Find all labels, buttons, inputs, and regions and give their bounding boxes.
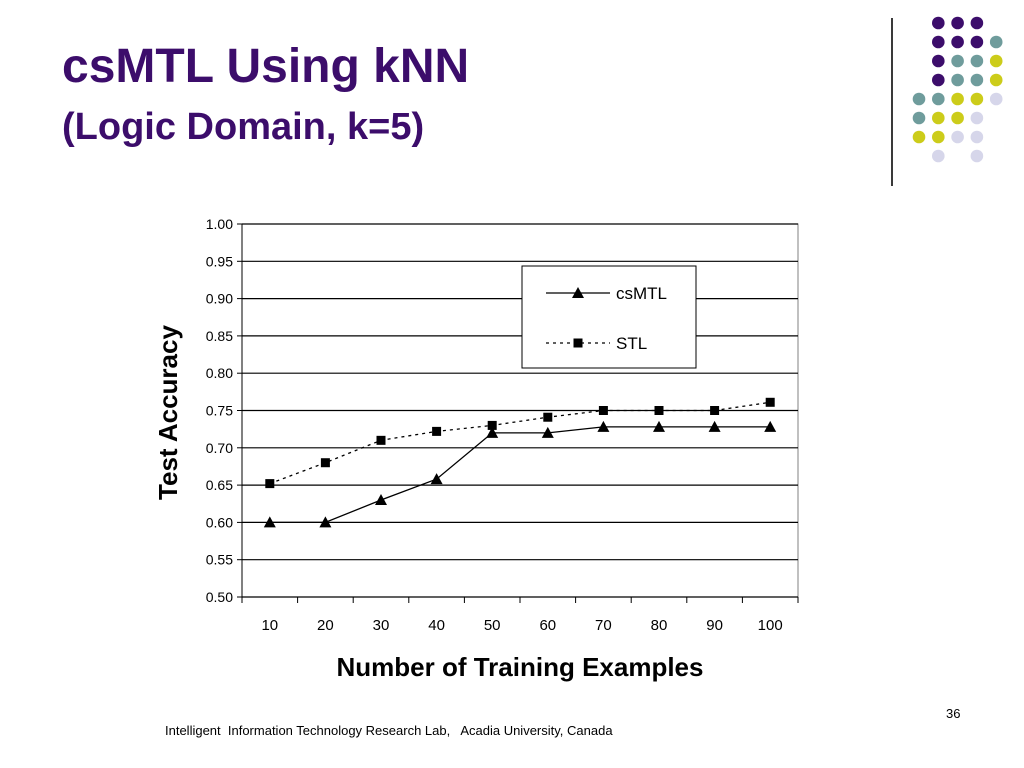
series-stl [265, 397, 775, 489]
decor-dot [912, 111, 926, 125]
decor-dot [951, 130, 964, 144]
legend-label: STL [616, 334, 647, 353]
y-tick-label: 0.75 [206, 403, 233, 419]
decor-dot [970, 73, 984, 87]
x-tick-label: 20 [317, 617, 334, 634]
decor-dot [932, 35, 945, 49]
accuracy-line-chart: 0.50 0.55 0.60 0.65 0.70 0.75 0.80 0.85 0.90 0.95… [153, 216, 799, 682]
data-point [319, 516, 332, 528]
decor-dot [970, 130, 984, 144]
data-point [543, 412, 553, 422]
x-tick-label: 100 [758, 617, 783, 634]
y-tick-label: 0.50 [206, 589, 233, 605]
y-tick-label: 0.85 [206, 328, 233, 344]
decor-dot [970, 149, 984, 163]
x-axis-label: Number of Training Examples [337, 652, 704, 682]
decor-dot [912, 92, 926, 106]
x-tick-label: 80 [651, 617, 668, 634]
series-line [269, 426, 771, 524]
legend-marker [573, 338, 583, 348]
decor-dot [932, 92, 945, 106]
decor-dot [951, 111, 964, 125]
footer-text: Intelligent Information Technology Resea… [165, 723, 613, 738]
x-tick-label: 40 [428, 617, 445, 634]
y-axis-label: Test Accuracy [153, 325, 183, 500]
decor-dot [932, 73, 945, 87]
data-point [486, 426, 499, 438]
y-axis-ticks: 0.50 0.55 0.60 0.65 0.70 0.75 0.80 0.85 0.90 0.95… [206, 216, 242, 605]
data-point [432, 426, 442, 436]
chart-legend: csMTL STL [521, 265, 697, 369]
series-line [269, 401, 771, 485]
decor-dot [951, 35, 964, 49]
data-point [263, 516, 276, 528]
data-point [597, 420, 610, 432]
decor-dot [932, 16, 945, 30]
y-tick-label: 0.55 [206, 552, 233, 568]
x-tick-label: 60 [539, 617, 556, 634]
data-point [375, 494, 387, 506]
decor-dot [989, 73, 1003, 87]
data-point [765, 397, 775, 407]
slide-title: csMTL Using kNN [62, 40, 470, 93]
y-tick-label: 0.60 [206, 514, 233, 530]
decorative-divider-line [891, 18, 893, 186]
x-tick-label: 50 [484, 617, 501, 634]
x-axis-ticks: 10 20 30 40 50 60 70 80 90 100 [241, 597, 799, 634]
data-point [710, 406, 720, 415]
decor-dot [912, 130, 926, 144]
legend-box [521, 265, 697, 369]
y-tick-label: 0.80 [206, 365, 233, 381]
y-tick-label: 0.95 [206, 253, 233, 269]
data-point [265, 479, 275, 489]
decor-dot [932, 130, 945, 144]
decor-dot [970, 111, 984, 125]
legend-label: csMTL [616, 284, 667, 303]
legend-marker [572, 287, 584, 298]
data-point [653, 420, 665, 432]
legend-entry-csmtl: csMTL [546, 284, 667, 303]
decor-dot [970, 54, 984, 68]
data-point [764, 420, 777, 432]
y-tick-label: 1.00 [206, 216, 233, 232]
data-point [376, 435, 386, 445]
decor-dot [951, 92, 964, 106]
decor-dot [970, 92, 984, 106]
decor-dot [989, 54, 1003, 68]
y-tick-label: 0.90 [206, 291, 233, 307]
x-tick-label: 70 [595, 617, 612, 634]
series-layer [263, 397, 777, 528]
page-number: 36 [946, 706, 961, 721]
y-tick-label: 0.70 [206, 440, 233, 456]
legend-entry-stl: STL [546, 334, 647, 353]
data-point [708, 420, 721, 432]
series-csmtl [263, 420, 777, 528]
data-point [598, 406, 608, 415]
decor-dot [932, 111, 945, 125]
x-tick-label: 30 [373, 617, 390, 634]
decor-dot [970, 35, 984, 49]
y-tick-label: 0.65 [206, 477, 233, 493]
data-point [487, 420, 497, 430]
decor-dot [970, 16, 984, 30]
data-point [320, 458, 330, 468]
decor-dot [951, 73, 964, 87]
data-point [430, 473, 443, 485]
decor-dot [989, 92, 1003, 106]
decor-dot [932, 149, 945, 163]
decor-dot [951, 16, 964, 30]
x-tick-label: 10 [261, 617, 278, 634]
x-tick-label: 90 [706, 617, 723, 634]
decor-dot [951, 54, 964, 68]
decor-dot [932, 54, 945, 68]
decor-dot [989, 35, 1003, 49]
slide-subtitle: (Logic Domain, k=5) [62, 106, 425, 148]
decorative-dot-grid [912, 16, 1003, 163]
data-point [654, 406, 664, 415]
data-point [541, 426, 554, 438]
